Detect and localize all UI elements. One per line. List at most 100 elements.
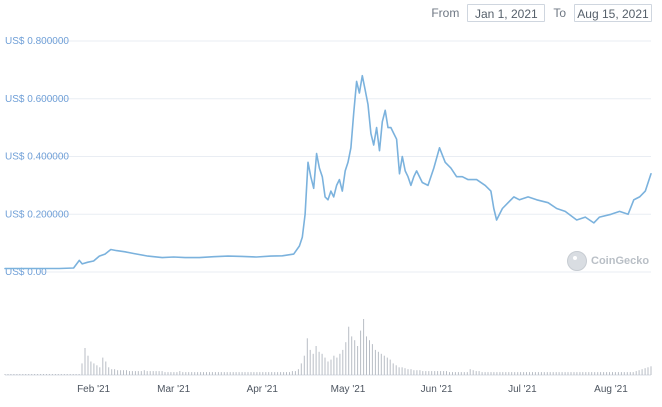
price-series — [4, 74, 652, 270]
volume-bar — [457, 372, 459, 375]
x-axis-ticks: Feb '21 Mar '21 Apr '21 May '21 Jun '21 Jul '… — [77, 384, 628, 395]
volume-bar — [617, 372, 619, 375]
volume-bar — [576, 372, 578, 375]
volume-bar — [247, 372, 249, 375]
volume-bar — [72, 374, 74, 375]
to-date-input[interactable]: Aug 15, 2021 — [574, 4, 652, 22]
volume-bar — [591, 372, 593, 375]
volume-bar — [235, 372, 237, 375]
watermark-text: CoinGecko — [591, 255, 650, 267]
volume-bar — [333, 355, 335, 375]
volume-bar — [330, 359, 332, 375]
volume-bar — [315, 346, 317, 375]
volume-bar — [481, 372, 483, 375]
volume-bar — [511, 372, 513, 375]
volume-bar — [48, 374, 50, 375]
volume-bar — [51, 374, 53, 375]
volume-bar — [54, 374, 56, 375]
volume-bars — [4, 319, 652, 376]
volume-bar — [573, 372, 575, 375]
volume-bar — [161, 371, 163, 375]
volume-bar — [428, 371, 430, 375]
volume-bar — [348, 326, 350, 375]
volume-bar — [173, 372, 175, 375]
y-tick-label: US$ 0.00 — [5, 267, 47, 278]
volume-bar — [179, 371, 181, 375]
volume-bar — [496, 372, 498, 375]
volume-bar — [517, 372, 519, 375]
volume-bar — [167, 372, 169, 375]
volume-bar — [437, 371, 439, 375]
volume-bar — [129, 371, 130, 375]
price-line — [4, 74, 652, 270]
volume-bar — [203, 372, 204, 375]
volume-bar — [594, 372, 596, 375]
volume-bar — [102, 357, 104, 375]
volume-bar — [140, 371, 142, 375]
volume-bar — [561, 372, 563, 375]
volume-bar — [377, 351, 379, 375]
volume-bar — [137, 371, 139, 375]
volume-bar — [324, 357, 326, 375]
volume-bar — [416, 370, 418, 375]
y-axis-ticks: US$ 0.00 US$ 0.200000 US$ 0.400000 US$ 0.60… — [5, 36, 69, 278]
volume-bar — [431, 371, 433, 375]
volume-bar — [422, 371, 424, 375]
volume-bar — [407, 369, 409, 375]
volume-bar — [490, 372, 492, 375]
volume-bar — [126, 370, 127, 375]
volume-bar — [37, 374, 39, 375]
volume-bar — [170, 372, 172, 375]
volume-bar — [294, 371, 296, 375]
volume-bar — [369, 340, 370, 375]
from-date-input[interactable]: Jan 1, 2021 — [467, 4, 546, 22]
volume-bar — [22, 374, 24, 375]
volume-bar — [452, 372, 453, 375]
volume-bar — [188, 372, 190, 375]
volume-bar — [146, 371, 148, 375]
volume-bar — [523, 372, 525, 375]
volume-bar — [297, 369, 299, 375]
volume-bar — [259, 372, 261, 375]
volume-bar — [543, 372, 545, 375]
volume-bar — [336, 357, 338, 375]
volume-bar — [502, 372, 504, 375]
volume-bar — [555, 372, 557, 375]
volume-bar — [579, 372, 581, 375]
volume-bar — [57, 374, 59, 375]
volume-bar — [143, 370, 145, 375]
volume-bar — [250, 372, 252, 375]
volume-bar — [469, 369, 471, 375]
volume-bar — [632, 372, 634, 375]
volume-bar — [99, 367, 101, 375]
volume-bar — [374, 349, 376, 375]
volume-bar — [75, 374, 77, 375]
volume-bar — [134, 371, 136, 375]
volume-bar — [31, 374, 33, 375]
volume-bar — [478, 371, 480, 375]
volume-bar — [117, 370, 119, 375]
volume-bar — [371, 344, 373, 375]
volume-bar — [410, 369, 412, 375]
volume-bar — [209, 372, 210, 375]
volume-bar — [647, 367, 649, 375]
gridlines — [38, 40, 651, 273]
volume-bar — [191, 372, 193, 375]
from-label: From — [431, 6, 460, 20]
volume-bar — [620, 372, 622, 375]
volume-bar — [111, 369, 113, 375]
volume-bar — [194, 372, 196, 375]
volume-bar — [13, 374, 15, 375]
x-tick-label: Aug '21 — [594, 384, 628, 395]
volume-bar — [185, 372, 187, 375]
volume-bar — [66, 374, 68, 375]
volume-bar — [463, 372, 465, 375]
volume-bar — [176, 372, 178, 375]
volume-bar — [253, 372, 255, 375]
y-tick-label: US$ 0.400000 — [5, 152, 69, 163]
volume-bar — [265, 372, 267, 375]
volume-bar — [274, 372, 276, 375]
volume-bar — [404, 368, 406, 375]
volume-bar — [280, 372, 282, 375]
